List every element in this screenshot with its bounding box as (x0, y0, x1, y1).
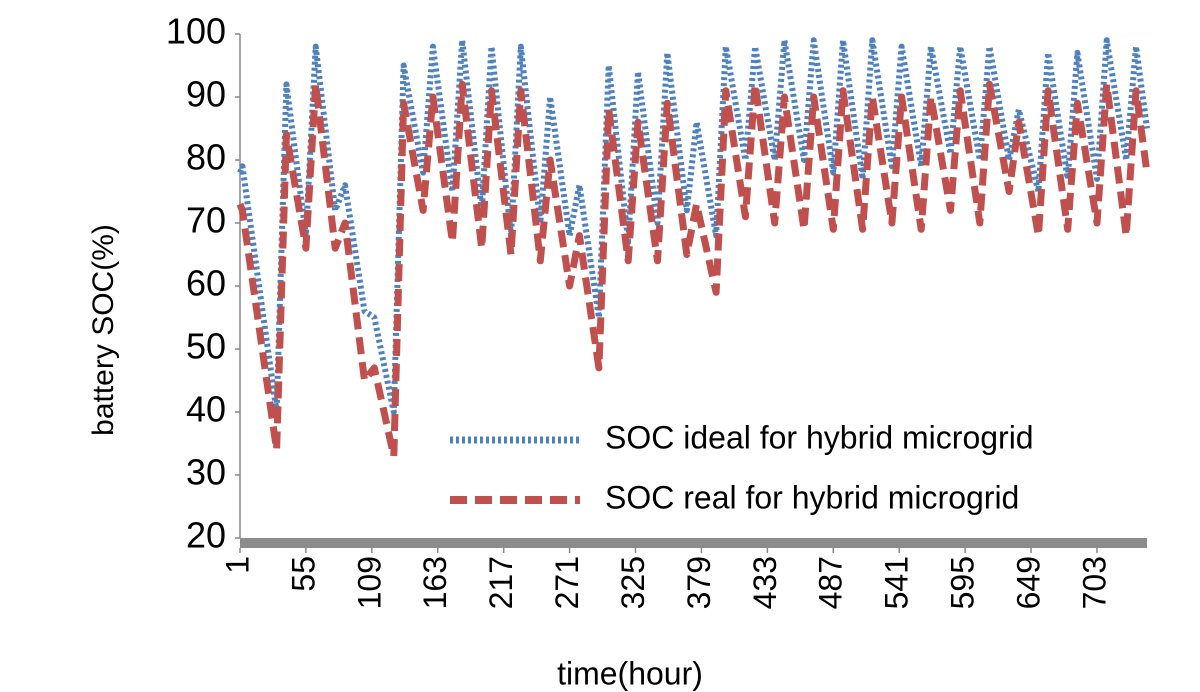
series-line (237, 37, 1150, 415)
x-tick-label: 487 (813, 556, 849, 609)
y-tick-label: 90 (186, 74, 226, 115)
x-tick-label: 379 (681, 556, 717, 609)
legend-label: SOC real for hybrid microgrid (605, 479, 1019, 515)
x-axis-band (240, 538, 1147, 548)
x-tick-label: 649 (1010, 556, 1046, 609)
y-tick-label: 40 (186, 389, 226, 430)
y-tick-label: 20 (186, 515, 226, 556)
x-tick-label: 325 (615, 556, 651, 609)
x-tick-label: 595 (945, 556, 981, 609)
legend-label: SOC ideal for hybrid microgrid (605, 419, 1034, 455)
y-axis-title: battery SOC(%) (87, 224, 120, 436)
x-axis-title: time(hour) (557, 655, 703, 691)
x-tick-label: 541 (879, 556, 915, 609)
y-tick-label: 80 (186, 137, 226, 178)
x-tick-label: 703 (1076, 556, 1112, 609)
x-tick-label: 433 (747, 556, 783, 609)
x-tick-label: 109 (351, 556, 387, 609)
y-tick-label: 70 (186, 200, 226, 241)
y-tick-label: 50 (186, 326, 226, 367)
y-tick-label: 60 (186, 263, 226, 304)
x-tick-label: 217 (483, 556, 519, 609)
x-tick-label: 1 (219, 556, 255, 574)
y-tick-label: 30 (186, 452, 226, 493)
y-tick-label: 100 (166, 11, 226, 52)
x-tick-label: 55 (285, 556, 321, 592)
x-tick-label: 271 (549, 556, 585, 609)
x-tick-label: 163 (417, 556, 453, 609)
